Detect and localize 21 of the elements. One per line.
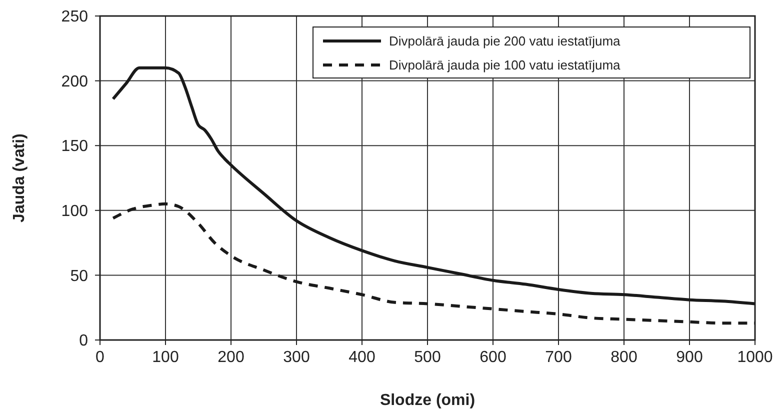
y-tick-label: 250 xyxy=(61,8,88,26)
x-tick-label: 1000 xyxy=(737,349,773,366)
legend-label: Divpolārā jauda pie 200 vatu iestatījuma xyxy=(389,34,622,49)
x-tick-label: 300 xyxy=(283,349,310,366)
x-tick-label: 500 xyxy=(414,349,441,366)
y-tick-label: 200 xyxy=(61,73,88,90)
x-tick-label: 600 xyxy=(480,349,506,366)
legend-label: Divpolārā jauda pie 100 vatu iestatījuma xyxy=(389,58,622,73)
x-axis-title: Slodze (omi) xyxy=(380,392,476,409)
y-tick-label: 50 xyxy=(70,268,88,285)
x-tick-label: 200 xyxy=(218,349,244,366)
y-axis-title: Jauda (vati) xyxy=(11,134,28,222)
x-tick-label: 900 xyxy=(676,349,703,366)
x-tick-label: 800 xyxy=(610,349,638,366)
x-tick-label: 100 xyxy=(152,349,179,366)
y-tick-label: 0 xyxy=(79,332,88,350)
y-tick-label: 150 xyxy=(61,138,88,156)
x-tick-label: 0 xyxy=(96,349,105,366)
x-tick-label: 700 xyxy=(545,349,572,366)
x-tick-label: 400 xyxy=(348,349,376,366)
y-tick-label: 100 xyxy=(61,203,88,220)
